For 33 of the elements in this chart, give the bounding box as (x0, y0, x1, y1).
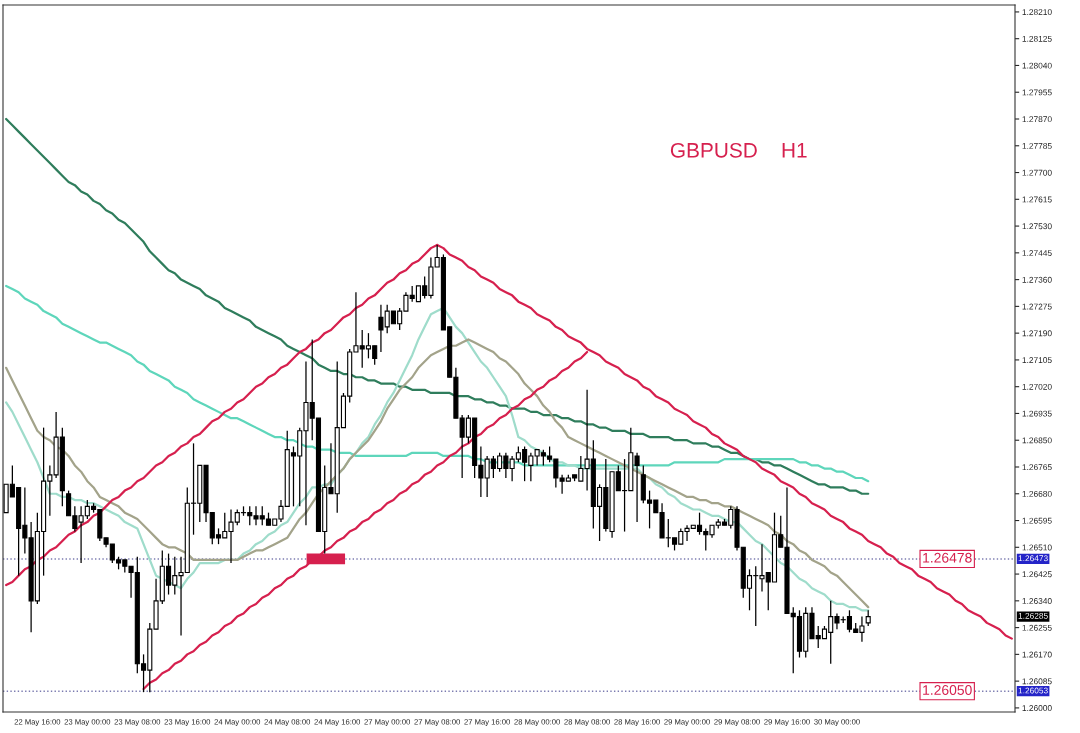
y-tick-label: 1.27955 (1022, 89, 1052, 96)
y-tick-label: 1.27360 (1022, 276, 1052, 283)
y-tick-label: 1.27615 (1022, 196, 1052, 203)
y-tick-label: 1.26680 (1022, 490, 1052, 497)
y-tick-label: 1.27105 (1022, 357, 1052, 364)
y-tick-label: 1.28210 (1022, 9, 1052, 16)
y-tick-label: 1.27275 (1022, 303, 1052, 310)
y-tick-label: 1.26255 (1022, 624, 1052, 631)
y-tick-label: 1.26510 (1022, 544, 1052, 551)
y-tick-label: 1.28125 (1022, 35, 1052, 42)
y-tick-label: 1.26425 (1022, 571, 1052, 578)
ref-line-label: 1.26473 (1018, 555, 1048, 562)
y-tick-label: 1.27190 (1022, 330, 1052, 337)
y-tick-label: 1.27530 (1022, 223, 1052, 230)
annotation: 1.26050 (923, 685, 972, 695)
text: GBPUSD H1 (670, 142, 807, 158)
y-tick-label: 1.27700 (1022, 169, 1052, 176)
y-tick-label: 1.26085 (1022, 678, 1052, 685)
y-tick-label: 1.26765 (1022, 464, 1052, 471)
y-tick-label: 1.27785 (1022, 142, 1052, 149)
text: 1.26285 (1018, 612, 1048, 619)
y-tick-label: 1.27870 (1022, 116, 1052, 123)
y-tick-label: 1.26000 (1022, 705, 1052, 712)
ref-line-label: 1.26053 (1018, 687, 1048, 694)
y-tick-label: 1.26170 (1022, 651, 1052, 658)
y-tick-label: 1.26935 (1022, 410, 1052, 417)
y-tick-label: 1.28040 (1022, 62, 1052, 69)
y-tick-label: 1.26595 (1022, 517, 1052, 524)
y-tick-label: 1.27020 (1022, 383, 1052, 390)
y-tick-label: 1.26850 (1022, 437, 1052, 444)
annotation: 1.26478 (923, 552, 972, 563)
y-tick-label: 1.27445 (1022, 250, 1052, 256)
y-tick-label: 1.26340 (1022, 598, 1052, 604)
